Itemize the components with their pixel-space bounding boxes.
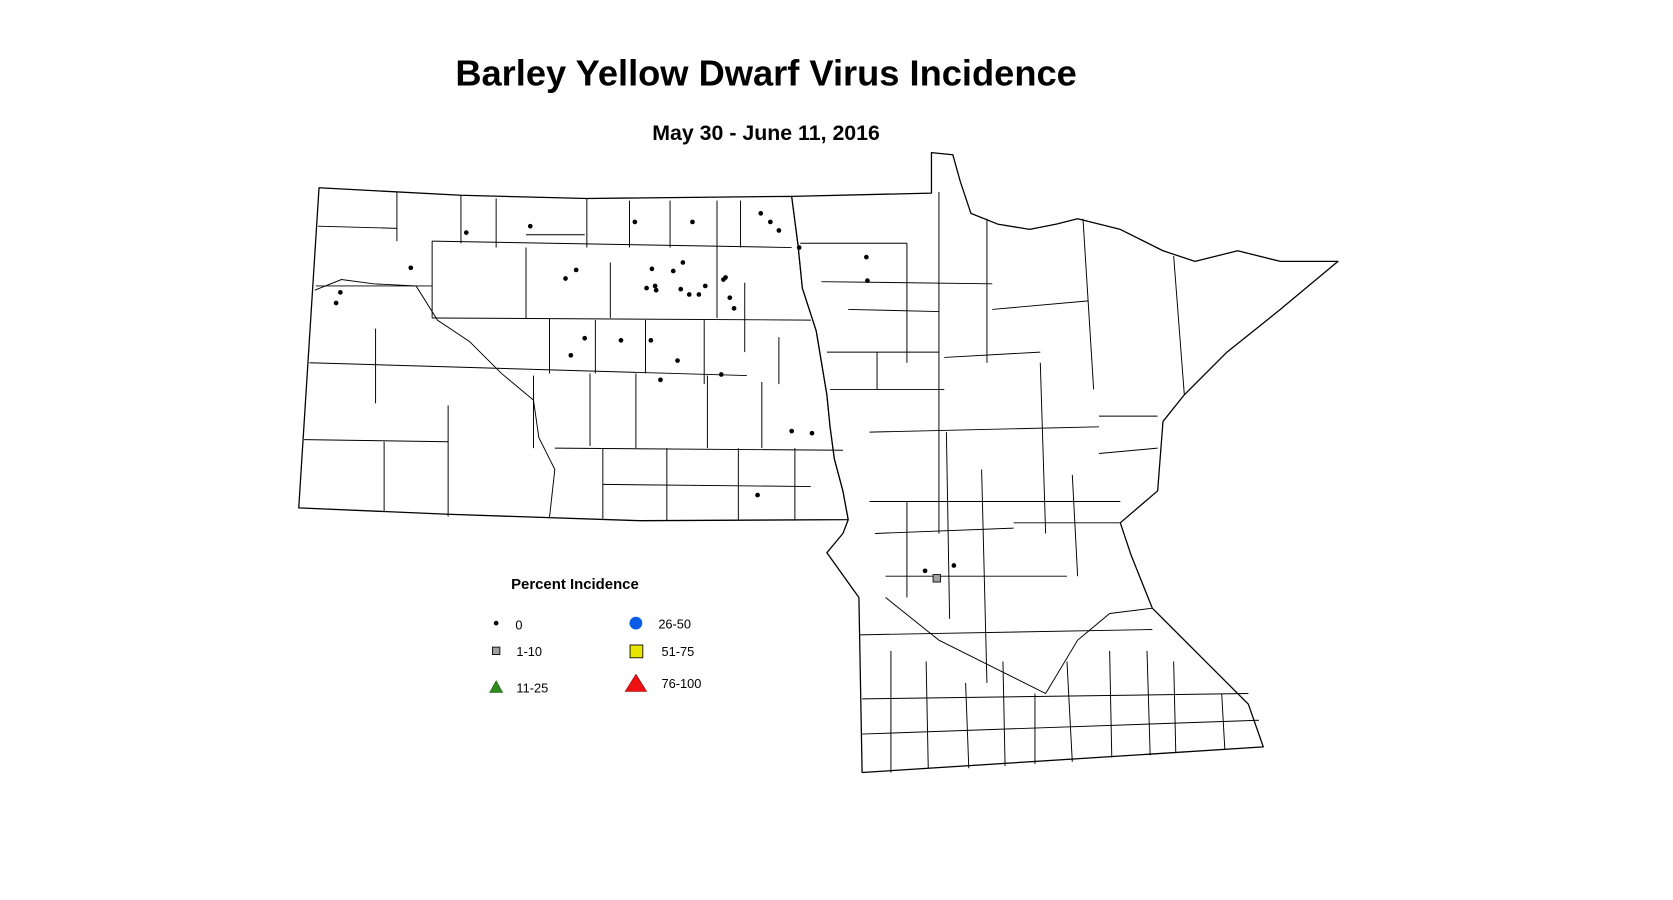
site-marker-0: [951, 563, 957, 568]
site-marker-0: [527, 223, 533, 229]
site-marker-0: [731, 306, 737, 311]
site-marker-0: [463, 230, 469, 235]
county-line: [602, 483, 811, 488]
county-line: [1071, 474, 1079, 577]
site-marker-0: [727, 295, 733, 301]
legend-title: Percent Incidence: [511, 576, 639, 593]
county-line: [1173, 256, 1185, 395]
site-marker-0: [723, 275, 728, 280]
legend-label-0: 0: [515, 618, 522, 633]
county-line: [1066, 661, 1073, 762]
county-line: [1109, 650, 1113, 758]
county-line: [848, 308, 939, 313]
county-line: [925, 661, 929, 769]
site-marker-0: [686, 292, 692, 297]
site-marker-0: [582, 335, 588, 341]
legend-label-11-25: 11-25: [516, 680, 548, 695]
legend-label-76-100: 76-100: [662, 676, 702, 691]
site-marker-0: [653, 287, 659, 293]
site-marker-0: [652, 283, 658, 289]
legend-symbol-1-10: [491, 646, 501, 656]
site-marker-0: [809, 430, 815, 436]
minnesota-outline: [791, 151, 1339, 774]
site-marker-0: [922, 568, 928, 574]
north-dakota-outline: [298, 187, 849, 522]
county-line: [1098, 447, 1158, 454]
county-line: [858, 629, 1153, 636]
site-marker-0: [755, 492, 760, 498]
site-marker-0: [648, 338, 654, 343]
legend-symbol-51-75: [629, 644, 644, 659]
legend-label-1-10: 1-10: [516, 644, 542, 659]
county-line: [432, 317, 811, 321]
survey-sites: [333, 211, 957, 583]
county-line: [304, 439, 449, 443]
site-marker-0: [789, 428, 795, 434]
site-marker-0: [563, 276, 568, 281]
county-line: [1039, 362, 1047, 534]
site-marker-0: [408, 265, 414, 271]
site-marker-0: [864, 254, 869, 260]
legend-label-26-50: 26-50: [658, 616, 691, 631]
county-line: [869, 426, 1099, 433]
county-line: [309, 362, 747, 377]
county-line: [1173, 661, 1177, 754]
site-marker-0: [618, 338, 624, 343]
site-marker-0: [776, 228, 782, 233]
county-line: [862, 693, 1249, 700]
legend-symbol-0: [493, 620, 499, 626]
site-marker-0: [333, 300, 339, 306]
site-marker-0: [690, 219, 695, 225]
site-marker-0: [670, 268, 676, 274]
site-marker-0: [573, 267, 579, 273]
site-marker-0: [768, 219, 773, 225]
site-marker-0: [338, 290, 343, 295]
county-line: [1002, 661, 1006, 767]
legend-symbol-76-100: [624, 673, 648, 692]
county-line: [874, 527, 1014, 534]
legend-symbol-11-25: [489, 680, 504, 693]
site-marker-0: [758, 211, 764, 216]
county-line: [1082, 218, 1095, 390]
county-line: [317, 225, 397, 229]
map-title: Barley Yellow Dwarf Virus Incidence: [455, 52, 1077, 93]
site-marker-0: [796, 245, 802, 250]
site-marker-0: [568, 352, 574, 358]
county-line: [992, 300, 1089, 310]
site-marker-0: [865, 278, 870, 283]
county-line: [821, 281, 993, 285]
site-marker-0: [644, 285, 649, 291]
site-marker-0: [632, 219, 638, 225]
county-line: [1146, 650, 1151, 756]
county-line: [862, 719, 1260, 735]
site-marker-0: [680, 260, 686, 265]
county-line: [945, 432, 951, 619]
site-marker-0: [658, 377, 663, 383]
legend-label-51-75: 51-75: [662, 644, 695, 659]
county-line: [944, 351, 1041, 358]
county-line: [432, 240, 792, 249]
site-marker-0: [649, 266, 655, 272]
legend: Percent Incidence 0 1-10 11-25 26-50 51-…: [489, 576, 702, 695]
legend-symbol-26-50: [629, 616, 643, 630]
site-marker-1-10: [932, 574, 941, 583]
river-boundary: [314, 279, 1153, 695]
site-marker-0: [696, 292, 702, 297]
site-marker-0: [702, 283, 708, 289]
site-marker-0: [675, 358, 680, 363]
site-marker-0: [678, 286, 684, 292]
site-marker-0: [718, 372, 724, 377]
county-boundaries: [304, 192, 1260, 773]
map-subtitle: May 30 - June 11, 2016: [652, 121, 880, 145]
